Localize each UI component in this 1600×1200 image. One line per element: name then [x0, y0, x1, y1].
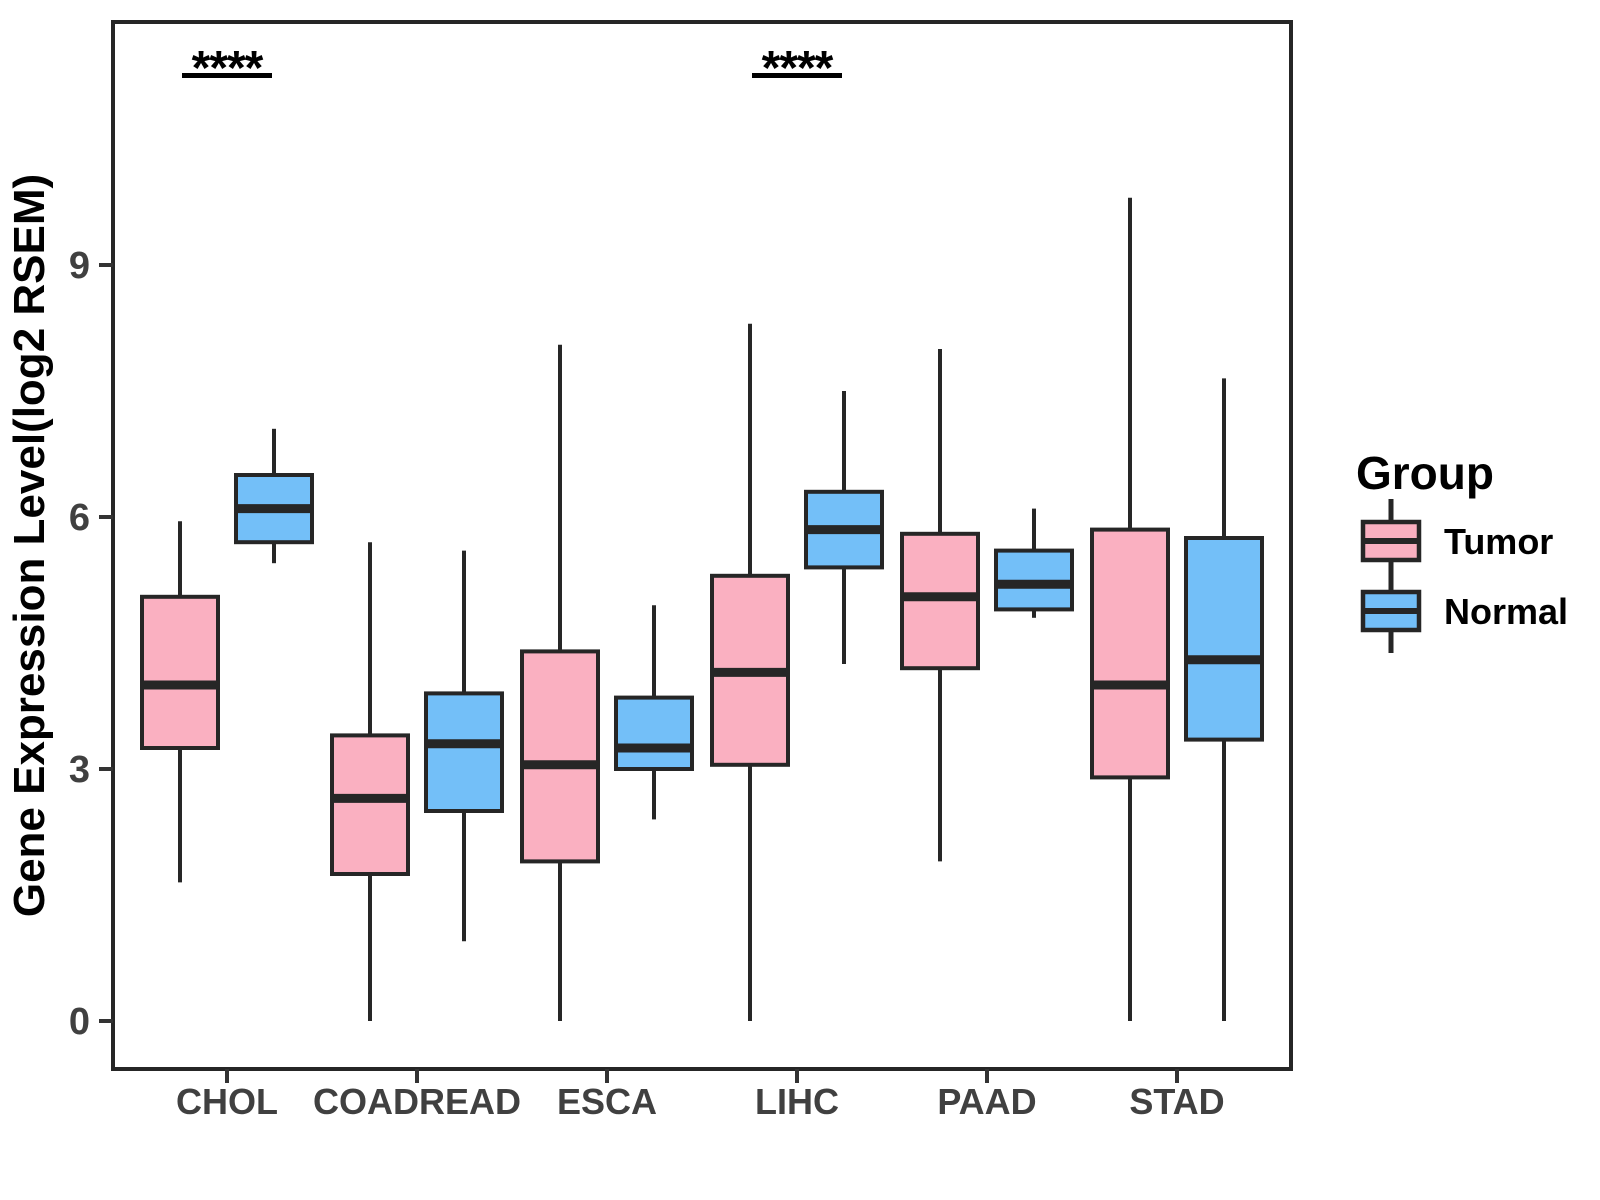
y-tick-label-9: 9 [69, 245, 90, 287]
x-tick-label-ESCA: ESCA [557, 1081, 657, 1122]
y-axis-title: Gene Expression Level(log2 RSEM) [5, 174, 54, 917]
Tumor-COADREAD-box [330, 733, 410, 877]
Normal-ESCA-box [614, 695, 694, 771]
x-tick-label-STAD: STAD [1129, 1081, 1224, 1122]
Tumor-STAD-box [1090, 527, 1170, 780]
plot-panel-border [111, 20, 1293, 1071]
x-tick-label-LIHC: LIHC [755, 1081, 839, 1122]
y-tick-label-3: 3 [69, 749, 90, 791]
x-tick-label-CHOL: CHOL [176, 1081, 278, 1122]
Normal-STAD-box [1184, 536, 1264, 742]
significance-underline-CHOL [182, 73, 272, 78]
significance-stars-CHOL: **** [192, 42, 264, 95]
x-tick-label-PAAD: PAAD [937, 1081, 1036, 1122]
Normal-COADREAD-box [424, 691, 504, 814]
Tumor-CHOL-box [140, 594, 220, 750]
y-tick-label-0: 0 [69, 1001, 90, 1043]
x-tick-label-COADREAD: COADREAD [313, 1081, 521, 1122]
legend-title: Group [1356, 447, 1494, 499]
significance-underline-LIHC [752, 73, 842, 78]
legend-label-normal: Normal [1444, 591, 1568, 632]
legend-label-tumor: Tumor [1444, 521, 1553, 562]
significance-stars-LIHC: **** [762, 42, 834, 95]
Tumor-ESCA-box [520, 649, 600, 864]
y-tick-label-6: 6 [69, 497, 90, 539]
